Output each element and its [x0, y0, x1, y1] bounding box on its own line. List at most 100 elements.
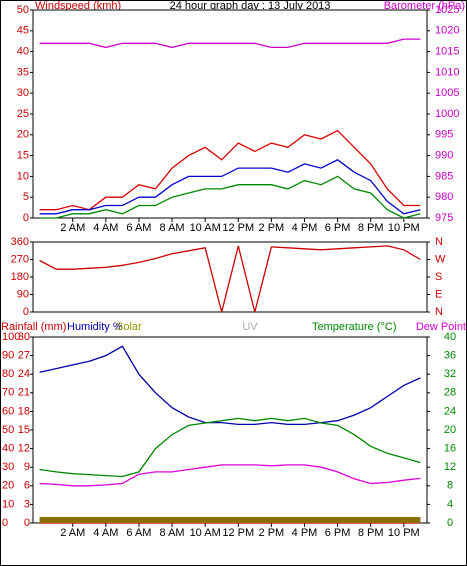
y2-tick-label: 8 — [447, 480, 453, 492]
y-tick-label: 25 — [17, 108, 29, 120]
y-label: Windspeed (kmh) — [35, 0, 121, 12]
y3-tick-label: 3 — [24, 498, 30, 510]
legend-label: UV — [242, 321, 258, 333]
y3-tick-label: 27 — [18, 350, 30, 362]
y3-tick-label: 9 — [24, 461, 30, 473]
y2-tick-label: 0 — [447, 517, 453, 529]
x-tick-label: 4 AM — [93, 222, 118, 234]
y-tick-label: 60 — [2, 405, 14, 417]
x-tick-label: 6 AM — [126, 222, 151, 234]
legend-label: Rainfall (mm) — [1, 321, 66, 333]
y-tick-label: 0 — [2, 517, 8, 529]
y-tick-label: 15 — [17, 150, 29, 162]
y3-tick-label: 0 — [24, 517, 30, 529]
y3-tick-label: 30 — [18, 331, 30, 343]
x-tick-label: 12 PM — [222, 222, 254, 234]
y2-tick-label: 990 — [435, 150, 453, 162]
y2-tick-label: 32 — [444, 368, 456, 380]
legend-label: Humidity % — [67, 321, 123, 333]
y2-tick-label: 16 — [444, 443, 456, 455]
series-line — [39, 38, 421, 49]
y-tick-label: 180 — [11, 271, 29, 283]
y-tick-label: 50 — [17, 4, 29, 16]
y2-tick-label: 4 — [447, 498, 453, 510]
y-tick-label: 10 — [2, 498, 14, 510]
x-tick-label: 10 PM — [388, 222, 420, 234]
series-line — [39, 345, 421, 426]
series-line — [39, 129, 421, 211]
y-tick-label: 90 — [2, 350, 14, 362]
plot-area — [32, 9, 428, 219]
chart-title: 24 hour graph day : 13 July 2013 — [170, 0, 331, 12]
y-tick-label: 30 — [2, 461, 14, 473]
y-tick-label: 20 — [17, 129, 29, 141]
y2-tick-label: 1010 — [435, 66, 459, 78]
y3-tick-label: 18 — [18, 405, 30, 417]
x-tick-label: 10 AM — [190, 222, 221, 234]
x-tick-label: 4 PM — [292, 222, 318, 234]
y-tick-label: 10 — [17, 170, 29, 182]
y-tick-label: 45 — [17, 25, 29, 37]
y2-tick-label: 985 — [435, 170, 453, 182]
y2-tick-label: 40 — [444, 331, 456, 343]
y-tick-label: 80 — [2, 368, 14, 380]
y-tick-label: 0 — [23, 306, 29, 318]
y2-tick-label: N — [435, 306, 443, 318]
y-tick-label: 20 — [2, 480, 14, 492]
y3-tick-label: 15 — [18, 424, 30, 436]
y2-tick-label: 975 — [435, 212, 453, 224]
y2-tick-label: W — [435, 253, 446, 265]
legend-label: Temperature (°C) — [312, 321, 396, 333]
y2-tick-label: 28 — [444, 387, 456, 399]
x-tick-label: 8 AM — [160, 222, 185, 234]
x-tick-label: 8 PM — [358, 222, 384, 234]
x-tick-label: 2 PM — [259, 222, 285, 234]
y2-tick-label: E — [435, 288, 442, 300]
y2-tick-label: 1005 — [435, 87, 459, 99]
series-line — [39, 417, 421, 478]
y3-tick-label: 21 — [18, 387, 30, 399]
series-line — [39, 245, 421, 313]
y-tick-label: 0 — [23, 212, 29, 224]
x-tick-label: 2 PM — [259, 527, 285, 539]
y2-tick-label: 1020 — [435, 25, 459, 37]
y-tick-label: 90 — [17, 288, 29, 300]
y-tick-label: 360 — [11, 236, 29, 248]
y2-tick-label: 12 — [444, 461, 456, 473]
y2-tick-label: 995 — [435, 129, 453, 141]
y-tick-label: 35 — [17, 66, 29, 78]
y2-tick-label: 1000 — [435, 108, 459, 120]
y2-tick-label: 1015 — [435, 46, 459, 58]
legend-label: Solar — [116, 321, 142, 333]
x-tick-label: 8 AM — [160, 527, 185, 539]
series-line — [39, 175, 421, 219]
y-tick-label: 50 — [2, 424, 14, 436]
y2-tick-label: 980 — [435, 191, 453, 203]
x-tick-label: 4 PM — [292, 527, 318, 539]
y2-tick-label: S — [435, 271, 442, 283]
x-tick-label: 8 PM — [358, 527, 384, 539]
x-tick-label: 10 AM — [190, 527, 221, 539]
y2-tick-label: 20 — [444, 424, 456, 436]
y-tick-label: 30 — [17, 87, 29, 99]
y-tick-label: 5 — [23, 191, 29, 203]
y-tick-label: 100 — [2, 331, 20, 343]
y2-label: Barometer (hPa) — [384, 0, 465, 12]
y2-tick-label: 1025 — [435, 4, 459, 16]
x-tick-label: 12 PM — [222, 527, 254, 539]
x-tick-label: 2 AM — [60, 222, 85, 234]
y3-tick-label: 12 — [18, 443, 30, 455]
y2-tick-label: 24 — [444, 405, 456, 417]
y3-tick-label: 24 — [18, 368, 30, 380]
series-line — [39, 159, 421, 215]
x-tick-label: 6 PM — [325, 222, 351, 234]
y2-tick-label: N — [435, 236, 443, 248]
series-line — [39, 464, 421, 487]
y3-tick-label: 6 — [24, 480, 30, 492]
y-tick-label: 40 — [17, 46, 29, 58]
y-tick-label: 40 — [2, 443, 14, 455]
x-tick-label: 2 AM — [60, 527, 85, 539]
y-tick-label: 270 — [11, 253, 29, 265]
x-tick-label: 4 AM — [93, 527, 118, 539]
